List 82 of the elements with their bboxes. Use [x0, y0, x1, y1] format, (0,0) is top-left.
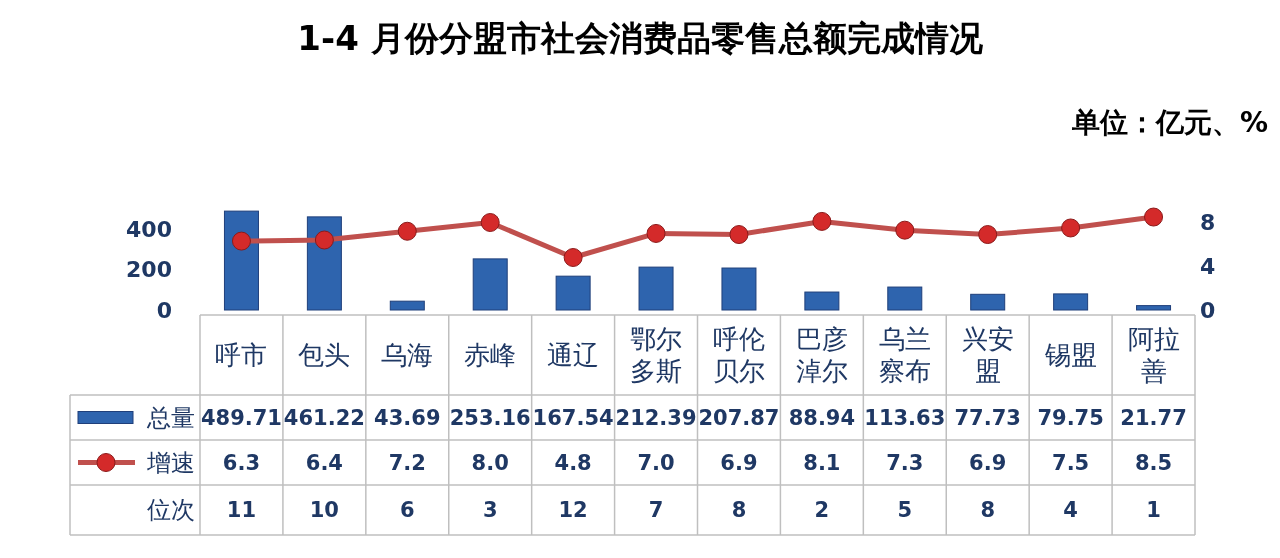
text: 11 — [226, 498, 257, 522]
point — [1061, 218, 1081, 238]
data-label: 7.0 — [637, 450, 675, 475]
x-tick-label: 乌海 — [381, 340, 434, 370]
bar — [721, 267, 757, 311]
x-tick-label: 阿拉善 — [1127, 324, 1180, 386]
bar — [223, 210, 259, 311]
text: 单位：亿元、% — [1070, 105, 1268, 139]
data-label: 7.5 — [1052, 450, 1090, 475]
x-tick-label: 呼伦贝尔 — [712, 324, 765, 386]
text: 2 — [814, 498, 830, 522]
text: 位次 — [147, 496, 195, 524]
bar — [1136, 305, 1172, 311]
point — [729, 225, 749, 245]
data-label: 77.73 — [954, 405, 1021, 430]
data-label: 253.16 — [449, 405, 531, 430]
data-label: 8.5 — [1134, 450, 1173, 475]
x-tick-label: 巴彦淖尔 — [795, 324, 848, 386]
y-tick-label: 0 — [156, 297, 172, 323]
point — [231, 231, 251, 251]
y2-tick-label: 4 — [1200, 253, 1216, 279]
text: 8 — [731, 498, 747, 522]
text: 10 — [309, 498, 339, 522]
x-tick-label: 兴安盟 — [961, 324, 1014, 386]
x-tick-label: 鄂尔多斯 — [630, 324, 683, 386]
data-label: 167.54 — [532, 405, 614, 430]
x-tick-label: 呼市 — [215, 340, 268, 370]
text: 12 — [558, 498, 588, 522]
data-label: 6.9 — [969, 450, 1007, 475]
data-label: 21.77 — [1120, 405, 1187, 430]
data-label: 207.87 — [698, 405, 780, 430]
bar — [887, 286, 923, 311]
x-tick-label: 通辽 — [547, 340, 600, 370]
point — [1144, 207, 1164, 227]
y2-tick-label: 0 — [1200, 297, 1216, 323]
point — [812, 211, 832, 231]
legend-label: 总量 — [146, 403, 195, 432]
point — [397, 221, 417, 241]
text: 1 — [1146, 498, 1161, 522]
point — [646, 223, 666, 243]
text: 8 — [980, 498, 996, 522]
bar — [1053, 293, 1089, 311]
bar — [804, 291, 840, 311]
point — [480, 213, 500, 232]
data-label: 6.9 — [720, 450, 758, 475]
point — [563, 248, 583, 267]
x-tick-label: 赤峰 — [464, 340, 517, 370]
data-label: 8.0 — [471, 450, 509, 475]
y-tick-label: 400 — [126, 216, 172, 242]
data-label: 212.39 — [615, 405, 697, 430]
y2-tick-label: 8 — [1200, 210, 1216, 235]
bar — [389, 300, 425, 311]
text: 3 — [482, 498, 498, 522]
legend-label: 增速 — [146, 448, 195, 477]
point — [895, 220, 915, 240]
bar — [638, 266, 674, 311]
data-label: 7.2 — [388, 450, 426, 475]
bar — [472, 258, 508, 311]
x-tick-label: 乌兰察布 — [878, 324, 931, 386]
data-label: 7.3 — [886, 450, 924, 475]
text: 7 — [648, 498, 664, 522]
data-label: 43.69 — [374, 405, 441, 430]
chart-title: 1-4 月份分盟市社会消费品零售总额完成情况 — [297, 18, 984, 58]
data-label: 6.3 — [222, 450, 261, 475]
bar — [970, 293, 1006, 311]
data-label: 88.94 — [788, 405, 856, 430]
x-tick-label: 包头 — [298, 340, 351, 370]
data-label: 8.1 — [803, 450, 841, 475]
text: 6 — [399, 498, 415, 522]
point — [314, 230, 334, 250]
data-label: 79.75 — [1037, 405, 1104, 430]
data-label: 461.22 — [283, 405, 365, 430]
data-label: 113.63 — [864, 405, 946, 430]
data-label: 6.4 — [305, 450, 343, 475]
data-label: 489.71 — [200, 405, 282, 430]
y-tick-label: 200 — [126, 257, 172, 283]
point — [978, 225, 998, 245]
bar — [555, 275, 591, 311]
x-tick-label: 锡盟 — [1043, 340, 1097, 370]
text: 4 — [1063, 498, 1078, 522]
text: 5 — [897, 498, 913, 522]
data-label: 4.8 — [554, 450, 592, 475]
